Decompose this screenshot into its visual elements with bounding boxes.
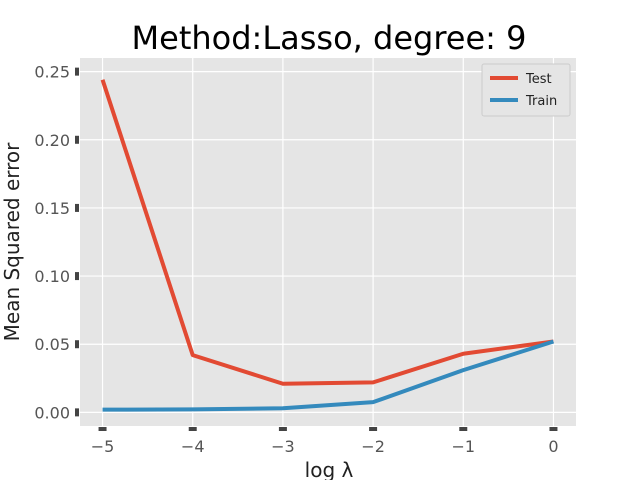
chart-title: Method:Lasso, degree: 9 (132, 19, 527, 57)
x-tick-mark (369, 427, 378, 431)
plot-area (80, 58, 576, 426)
x-tick-label: −4 (181, 437, 205, 456)
x-tick-label: −5 (91, 437, 115, 456)
y-tick-label: 0.25 (34, 63, 70, 82)
x-tick-label: −3 (271, 437, 295, 456)
series-lines (100, 79, 555, 412)
x-tick-label: −2 (361, 437, 385, 456)
y-tick-mark (75, 203, 79, 212)
legend: Test Train (481, 63, 571, 117)
y-tick-mark (75, 408, 79, 417)
y-tick-mark (75, 340, 79, 349)
x-tick-mark (98, 427, 107, 431)
y-axis-label: Mean Squared error (0, 142, 24, 342)
x-tick-label: 0 (548, 437, 558, 456)
y-tick-label: 0.20 (34, 131, 70, 150)
x-tick-label: −1 (451, 437, 475, 456)
y-tick-label: 0.00 (34, 403, 70, 422)
y-tick-label: 0.15 (34, 199, 70, 218)
x-tick-mark (278, 427, 287, 431)
legend-label: Test (525, 72, 552, 87)
y-tick-mark (75, 135, 79, 144)
x-tick-mark (188, 427, 197, 431)
series-line-train (102, 339, 555, 412)
y-tick-label: 0.05 (34, 335, 70, 354)
y-tick-mark (75, 67, 79, 76)
y-tick-mark (75, 272, 79, 281)
x-tick-mark (459, 427, 468, 431)
grid-lines (80, 58, 576, 426)
y-tick-label: 0.10 (34, 267, 70, 286)
legend-label: Train (525, 94, 557, 109)
axis-ticks: −5 −4 −3 −2 −1 0 0.00 0.05 0.10 0.15 0.20 0.25 (34, 63, 558, 456)
series-line-test (100, 79, 554, 386)
x-tick-mark (549, 427, 558, 431)
x-axis-label: log λ (305, 458, 354, 480)
